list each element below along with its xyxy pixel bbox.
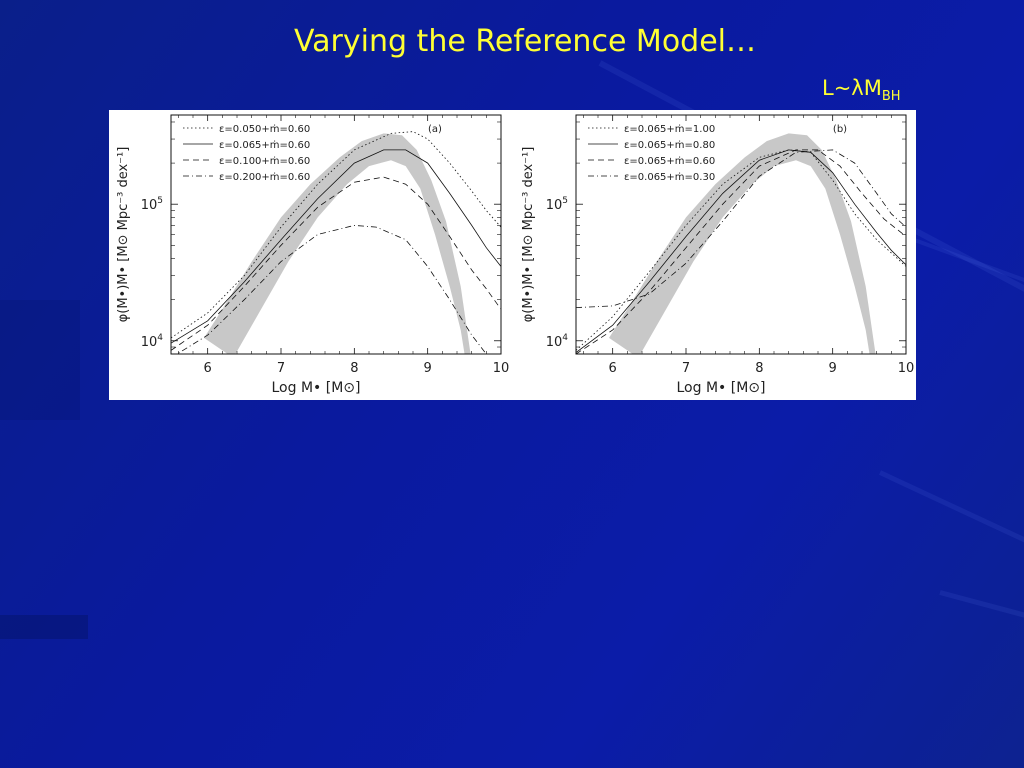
subtitle-lambda: λ (851, 76, 864, 100)
background-streak (939, 590, 1024, 626)
figure: 6 7 8 9 10 104 105 Log M• [M⊙] φ(M•)M• [M⊙ Mpc⁻³… (109, 110, 916, 400)
y-tick-exponent: 4 (562, 333, 568, 343)
x-axis-label: Log M• [M⊙] (272, 380, 361, 396)
y-tick-label: 104 (546, 333, 569, 350)
y-tick-label: 104 (141, 333, 164, 350)
background-streak (878, 470, 1024, 560)
slide-subtitle: L~λMBH (822, 76, 901, 104)
legend-label: ε=0.065+ṁ=1.00 (624, 124, 715, 135)
y-tick-label: 105 (141, 196, 163, 213)
legend-label: ε=0.065+ṁ=0.60 (624, 156, 715, 167)
y-tick-base: 10 (546, 335, 563, 350)
x-axis-label: Log M• [M⊙] (677, 380, 766, 396)
plot-area (576, 133, 906, 354)
x-tick-label: 9 (829, 361, 837, 376)
y-tick-exponent: 5 (562, 196, 568, 206)
y-axis-label: φ(M•)M• [M⊙ Mpc⁻³ dex⁻¹] (521, 147, 536, 323)
legend-label: ε=0.100+ṁ=0.60 (219, 156, 310, 167)
series-line-2 (576, 149, 906, 353)
series-line-3 (576, 149, 906, 354)
series-line-4 (176, 224, 487, 354)
mass-function-band (609, 133, 876, 354)
series-line-1 (171, 131, 501, 339)
panel-label: (a) (428, 124, 442, 135)
mass-function-band (204, 133, 471, 354)
legend-label: ε=0.050+ṁ=0.60 (219, 124, 310, 135)
legend-label: ε=0.065+ṁ=0.60 (219, 140, 310, 151)
y-tick-exponent: 5 (157, 196, 163, 206)
y-tick-label: 105 (546, 196, 568, 213)
background-streak (0, 300, 80, 420)
panel-label: (b) (833, 124, 847, 135)
x-tick-label: 10 (493, 361, 510, 376)
x-tick-label: 6 (609, 361, 617, 376)
series-line-4 (576, 149, 906, 308)
background-streak (0, 615, 88, 639)
legend-label: ε=0.065+ṁ=0.80 (624, 140, 715, 151)
x-tick-label: 8 (350, 361, 358, 376)
x-tick-label: 7 (682, 361, 690, 376)
y-tick-exponent: 4 (157, 333, 163, 343)
x-tick-label: 7 (277, 361, 285, 376)
legend-label: ε=0.065+ṁ=0.30 (624, 172, 715, 183)
subtitle-sub: BH (881, 89, 901, 105)
series-line-2 (171, 149, 501, 344)
y-tick-base: 10 (546, 198, 563, 213)
slide-title: Varying the Reference Model… (293, 24, 757, 59)
series-line-3 (171, 176, 501, 351)
legend-label: ε=0.200+ṁ=0.60 (219, 172, 310, 183)
x-tick-label: 10 (898, 361, 915, 376)
plot-area (171, 131, 501, 354)
x-tick-label: 6 (204, 361, 212, 376)
y-tick-base: 10 (141, 335, 158, 350)
x-tick-label: 9 (424, 361, 432, 376)
subtitle-m: M (863, 76, 882, 100)
subtitle-main: L~ (822, 76, 852, 100)
y-tick-base: 10 (141, 198, 158, 213)
x-tick-label: 8 (755, 361, 763, 376)
y-axis-label: φ(M•)M• [M⊙ Mpc⁻³ dex⁻¹] (116, 147, 131, 323)
